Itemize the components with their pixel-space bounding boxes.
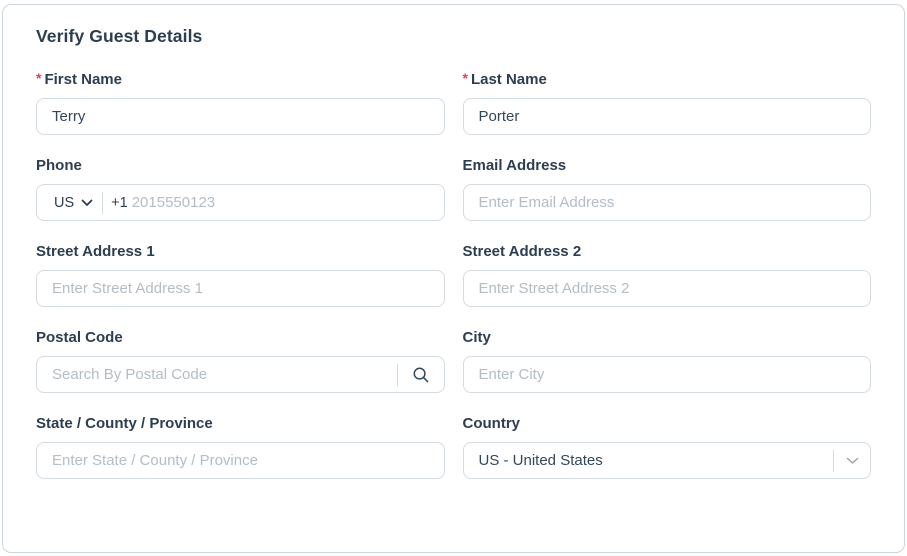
- last-name-input[interactable]: [462, 98, 871, 135]
- phone-field-group: Phone US +1: [36, 157, 445, 221]
- search-icon: [412, 366, 430, 384]
- first-name-label: * First Name: [36, 70, 122, 88]
- last-name-label: * Last Name: [462, 70, 547, 88]
- chevron-down-icon: [81, 199, 93, 207]
- street-address-1-input[interactable]: [36, 270, 445, 307]
- email-label: Email Address: [462, 157, 567, 174]
- page-title: Verify Guest Details: [36, 26, 203, 46]
- last-name-field-group: * Last Name: [462, 70, 871, 135]
- street-address-1-label: Street Address 1: [36, 243, 155, 260]
- postal-code-input[interactable]: [37, 357, 397, 392]
- country-label: Country: [462, 415, 521, 432]
- divider: [396, 363, 398, 386]
- guest-details-form: *First Name *Last Name Phone US +1: [36, 70, 871, 479]
- street-address-2-field-group: Street Address 2: [462, 243, 871, 307]
- divider: [102, 191, 104, 214]
- state-input[interactable]: [36, 442, 445, 479]
- country-field-group: Country US - United States: [462, 415, 871, 479]
- phone-country-select[interactable]: US: [37, 185, 102, 220]
- phone-label: Phone: [36, 157, 82, 174]
- country-select[interactable]: US - United States: [462, 442, 871, 479]
- city-field-group: City: [462, 329, 871, 393]
- street-address-2-label: Street Address 2: [462, 243, 582, 260]
- email-input[interactable]: [462, 184, 871, 221]
- phone-dial-code: +1: [111, 194, 128, 211]
- verify-guest-details-card: Verify Guest Details *First Name *Last N…: [2, 4, 905, 553]
- street-address-1-field-group: Street Address 1: [36, 243, 445, 307]
- email-field-group: Email Address: [462, 157, 871, 221]
- first-name-input[interactable]: [36, 98, 445, 135]
- required-marker: *: [36, 70, 42, 86]
- first-name-field-group: * First Name: [36, 70, 445, 135]
- country-select-value: US - United States: [478, 452, 603, 469]
- city-label: City: [462, 329, 491, 346]
- postal-code-search-button[interactable]: [398, 357, 444, 392]
- chevron-down-icon: [834, 443, 870, 478]
- street-address-2-input[interactable]: [462, 270, 871, 307]
- required-marker: *: [462, 70, 468, 86]
- postal-code-input-wrapper: [36, 356, 445, 393]
- city-input[interactable]: [462, 356, 871, 393]
- phone-input-wrapper: US +1: [36, 184, 445, 221]
- phone-country-code: US: [54, 194, 75, 211]
- postal-code-label: Postal Code: [36, 329, 123, 346]
- divider: [833, 449, 834, 472]
- state-field-group: State / County / Province: [36, 415, 445, 479]
- postal-code-field-group: Postal Code: [36, 329, 445, 393]
- state-label: State / County / Province: [36, 415, 213, 432]
- phone-number-input[interactable]: [131, 185, 444, 220]
